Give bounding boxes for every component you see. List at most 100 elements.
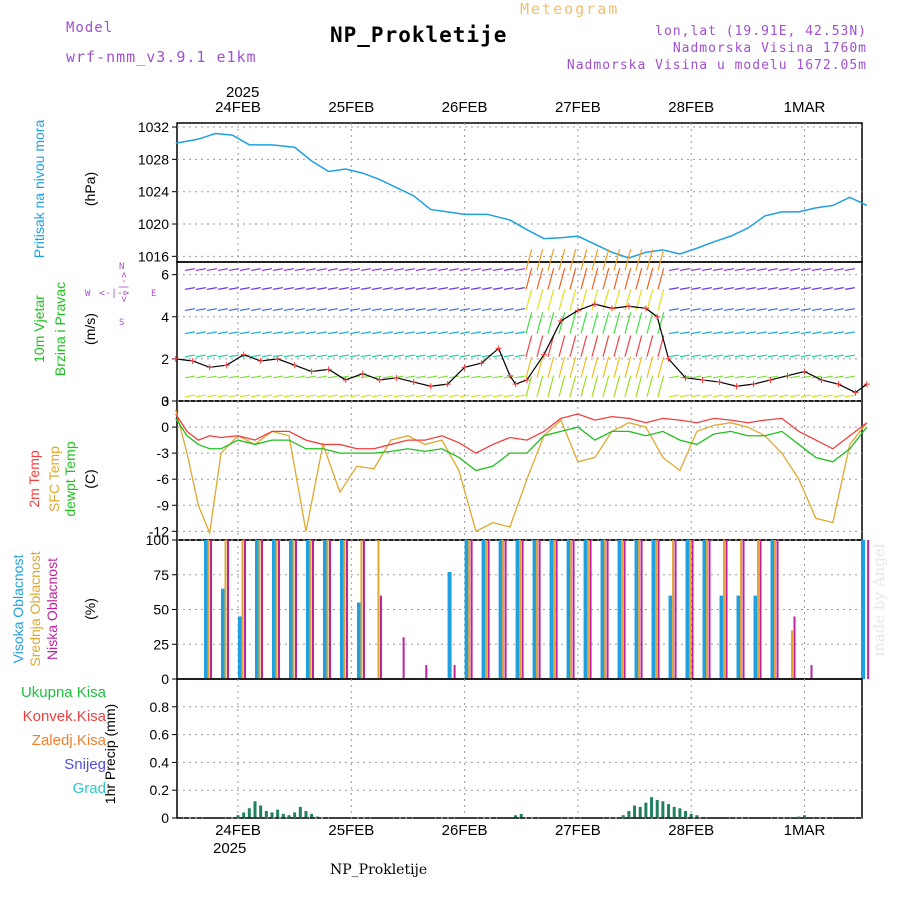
cloud-mid-bar bbox=[207, 540, 210, 679]
wind-barb bbox=[778, 287, 789, 290]
wind-barb bbox=[712, 375, 723, 379]
wind-barb bbox=[228, 308, 239, 312]
wind-barb bbox=[701, 354, 712, 358]
wind-barb bbox=[481, 287, 492, 290]
bottom-year-label: 2025 bbox=[213, 840, 247, 857]
cloud-high-bar bbox=[702, 540, 707, 679]
wind-barb bbox=[272, 375, 283, 379]
wind-barb bbox=[646, 335, 654, 357]
wind-barb bbox=[602, 335, 610, 357]
cloud-mid-bar bbox=[638, 540, 641, 679]
cloud-low-bar bbox=[345, 540, 348, 679]
wind-barb bbox=[580, 312, 588, 334]
wind-barb bbox=[580, 249, 588, 271]
wind-barb bbox=[217, 375, 228, 379]
wind-barb bbox=[382, 394, 393, 398]
wind-barb bbox=[492, 331, 503, 335]
wind-gust-marker bbox=[291, 362, 298, 369]
wind-barb bbox=[250, 268, 261, 272]
wind-barb bbox=[800, 308, 811, 312]
precip-bar bbox=[315, 816, 319, 818]
wind-barb bbox=[459, 375, 470, 379]
wind-barb bbox=[569, 356, 577, 378]
cloud-low-bar bbox=[810, 665, 813, 679]
wind-barb bbox=[426, 394, 437, 398]
wind-barb bbox=[382, 354, 393, 358]
wind-barb bbox=[811, 354, 822, 358]
wind-barb bbox=[745, 354, 756, 358]
wind-barb bbox=[481, 308, 492, 312]
wind-barb bbox=[800, 375, 811, 379]
wind-barb bbox=[316, 375, 327, 379]
cloud-high-bar bbox=[204, 540, 209, 679]
wind-barb bbox=[239, 287, 250, 290]
wind-barb bbox=[767, 308, 778, 312]
wind-barb bbox=[580, 335, 588, 357]
wind-barb bbox=[657, 312, 665, 334]
precip-bar bbox=[519, 813, 523, 818]
wind-barb bbox=[426, 287, 437, 290]
precip-bar bbox=[253, 801, 257, 818]
wind-barb bbox=[712, 287, 723, 290]
cloud-low-bar bbox=[379, 595, 382, 679]
wind-barb bbox=[250, 331, 261, 335]
wind-gust-marker bbox=[410, 379, 417, 386]
wind-barb bbox=[767, 287, 778, 290]
cloud-high-bar bbox=[288, 540, 293, 679]
precip-legend-item: Zaledj.Kisa bbox=[31, 732, 106, 749]
precip-bar bbox=[304, 811, 308, 818]
wind-barb bbox=[646, 249, 654, 271]
wind-barb bbox=[657, 375, 665, 397]
pressure-tick-label: 1024 bbox=[138, 184, 169, 200]
wind-gust-marker bbox=[393, 374, 400, 381]
cloud-low-bar bbox=[674, 540, 677, 679]
wind-barb bbox=[569, 289, 577, 311]
wind-barb bbox=[228, 375, 239, 379]
top-date-label: 28FEB bbox=[668, 99, 715, 116]
wind-gust-marker bbox=[427, 383, 434, 390]
cloud-high-bar bbox=[617, 540, 622, 679]
wind-barb bbox=[613, 267, 621, 290]
wind-barb bbox=[734, 331, 745, 335]
elevation-label: Nadmorska Visina 1760m bbox=[672, 41, 867, 56]
wind-gust-marker bbox=[359, 370, 366, 377]
wind-barb bbox=[602, 375, 610, 397]
wind-barb bbox=[844, 375, 855, 379]
wind-barb bbox=[360, 268, 371, 272]
wind-barb bbox=[459, 354, 470, 358]
wind-gust-marker bbox=[172, 355, 179, 362]
wind-barb bbox=[492, 308, 503, 312]
wind-barb bbox=[613, 335, 621, 357]
wind-barb bbox=[195, 375, 206, 379]
cloud-high-bar bbox=[532, 540, 537, 679]
wind-barb bbox=[525, 335, 533, 357]
wind-barb bbox=[404, 308, 415, 312]
wind-barb bbox=[701, 287, 712, 290]
wind-barb bbox=[558, 289, 566, 311]
wind-barb bbox=[591, 249, 599, 271]
wind-barb bbox=[569, 249, 577, 271]
wind-barb bbox=[668, 287, 679, 290]
wind-barb bbox=[712, 308, 723, 312]
wind-barb bbox=[382, 331, 393, 335]
top-date-label: 26FEB bbox=[441, 99, 488, 116]
wind-barb bbox=[701, 394, 712, 398]
wind-barb bbox=[492, 268, 503, 272]
wind-gust-marker bbox=[274, 355, 281, 362]
wind-barb bbox=[800, 331, 811, 335]
cloud-high-bar bbox=[238, 616, 242, 679]
wind-barb bbox=[415, 354, 426, 358]
wind-barb bbox=[745, 375, 756, 379]
wind-barb bbox=[371, 268, 382, 272]
wind-barb bbox=[327, 331, 338, 335]
cloud-mid-bar bbox=[621, 540, 624, 679]
precip-bar bbox=[259, 805, 263, 818]
wind-gust-marker bbox=[863, 381, 870, 388]
wind-barb bbox=[217, 308, 228, 312]
wind-barb bbox=[305, 287, 316, 290]
wind-barb bbox=[646, 356, 654, 378]
wind-gust-marker bbox=[767, 376, 774, 383]
wind-barb bbox=[283, 268, 294, 272]
footer-station: NP_Prokletije bbox=[330, 862, 428, 878]
wind-barb bbox=[360, 354, 371, 358]
